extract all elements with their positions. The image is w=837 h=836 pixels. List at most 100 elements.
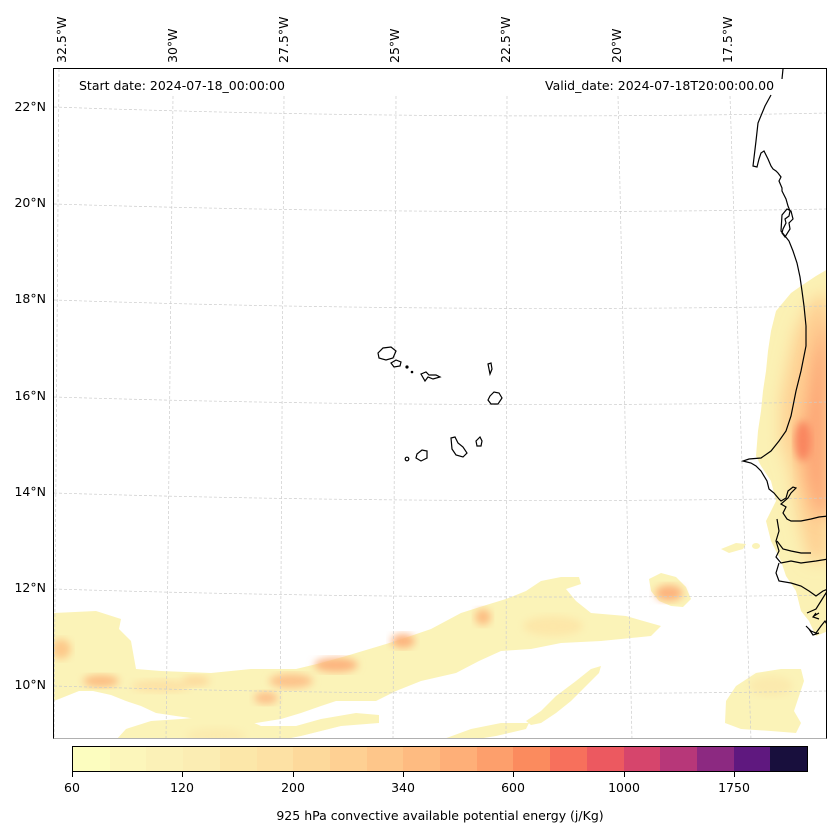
cape-region-speck [721, 543, 746, 553]
gridline-lon [54, 69, 60, 738]
cape-intensity-itcz-7 [391, 634, 415, 648]
island-maio [475, 435, 483, 447]
colorbar-segment [476, 747, 514, 771]
colorbar-segment [733, 747, 771, 771]
lon-label: 27.5°W [276, 16, 291, 63]
colorbar-tick [734, 772, 735, 777]
cape-intensity-lower [186, 728, 246, 738]
lat-label: 20°N [14, 195, 46, 210]
colorbar-segment [109, 747, 147, 771]
colorbar-tick-label: 1750 [718, 780, 750, 795]
island-santiago [450, 436, 468, 458]
lat-label: 22°N [14, 99, 46, 114]
colorbar-segment [293, 747, 330, 771]
lon-label: 32.5°W [54, 16, 69, 63]
colorbar-tick [72, 772, 73, 777]
island-brava [404, 456, 410, 462]
gridline-lon [505, 95, 508, 738]
gridline-lon [729, 95, 752, 738]
colorbar-segment [73, 747, 110, 771]
colorbar-tick [513, 772, 514, 777]
island-sao-vicente [390, 359, 402, 368]
cape-region-south-tail [446, 723, 529, 738]
map-canvas [54, 69, 826, 738]
lon-label: 22.5°W [498, 16, 513, 63]
colorbar-tick [293, 772, 294, 777]
island-santo-antao [377, 346, 397, 361]
island-sao-nicolau [420, 371, 442, 383]
colorbar-tick [182, 772, 183, 777]
coastline-gambia-guinea [775, 518, 826, 636]
gridline-lat [54, 203, 826, 212]
cape-intensity-cell-sw [655, 585, 683, 601]
gridline-lon [392, 95, 397, 738]
lat-label: 18°N [14, 291, 46, 306]
island-fogo [415, 449, 428, 462]
graticule [54, 69, 826, 738]
island-sal [487, 362, 493, 377]
gridline-lat [54, 106, 826, 117]
colorbar-tick-label: 60 [64, 780, 80, 795]
cape-intensity [54, 292, 826, 738]
cape-region-lower-tail [117, 713, 379, 738]
colorbar-tick-label: 1000 [608, 780, 640, 795]
colorbar-segment [513, 747, 551, 771]
lat-label: 14°N [14, 484, 46, 499]
cape-intensity-se [749, 676, 793, 696]
cape-intensity-africa-peak [795, 421, 811, 461]
cape-intensity-itcz-8 [475, 609, 491, 625]
colorbar [72, 746, 808, 772]
colorbar-segment [219, 747, 257, 771]
cape-region-itcz-west [54, 577, 661, 723]
colorbar-segment [586, 747, 624, 771]
colorbar-segment [440, 747, 477, 771]
cape-intensity-africa-high [801, 316, 826, 520]
lat-label: 10°N [14, 677, 46, 692]
gridline-lat [54, 588, 826, 598]
cape-intensity-itcz-4 [269, 674, 313, 688]
gridline-lat [54, 396, 826, 405]
colorbar-tick-label: 600 [501, 780, 525, 795]
gridline-lon [617, 95, 633, 738]
gridline-lat [54, 299, 826, 309]
colorbar-tick-label: 340 [391, 780, 415, 795]
cape-intensity-west [54, 639, 71, 659]
cape-intensity-itcz-2 [131, 680, 191, 692]
start-date-label: Start date: 2024-07-18_00:00:00 [79, 78, 285, 93]
cape-region-south-band [526, 666, 601, 725]
colorbar-segment [660, 747, 697, 771]
gridline-lat [54, 492, 826, 501]
colorbar-title: 925 hPa convective available potential e… [276, 808, 604, 823]
lon-label: 20°W [609, 28, 624, 63]
cape-intensity-itcz-3 [182, 676, 210, 686]
colorbar-segment [366, 747, 404, 771]
colorbar-segment [146, 747, 184, 771]
gridline-lon [165, 95, 174, 738]
colorbar-segment [623, 747, 661, 771]
colorbar-segment [770, 747, 808, 771]
coastline [377, 69, 826, 636]
colorbar-segment [550, 747, 587, 771]
cape-intensity-itcz-1 [83, 675, 119, 687]
cape-intensity-itcz-6 [314, 658, 358, 672]
colorbar-tick-label: 120 [170, 780, 194, 795]
map-panel [53, 68, 827, 739]
coastline-west-africa [740, 69, 826, 522]
gridline-lon [279, 95, 285, 738]
lat-label: 16°N [14, 388, 46, 403]
island-boa-vista [487, 391, 503, 405]
colorbar-tick [624, 772, 625, 777]
colorbar-tick [403, 772, 404, 777]
cape-intensity-itcz-9 [523, 616, 583, 636]
island-santa-luzia [405, 365, 409, 369]
island-islet [410, 370, 414, 374]
colorbar-segment [403, 747, 441, 771]
cape-region-speck [752, 543, 760, 549]
valid-date-label: Valid_date: 2024-07-18T20:00:00.00 [545, 78, 775, 93]
lat-label: 12°N [14, 580, 46, 595]
colorbar-segment [329, 747, 367, 771]
lon-label: 25°W [387, 28, 402, 63]
colorbar-segment [256, 747, 294, 771]
cape-field [54, 270, 826, 738]
